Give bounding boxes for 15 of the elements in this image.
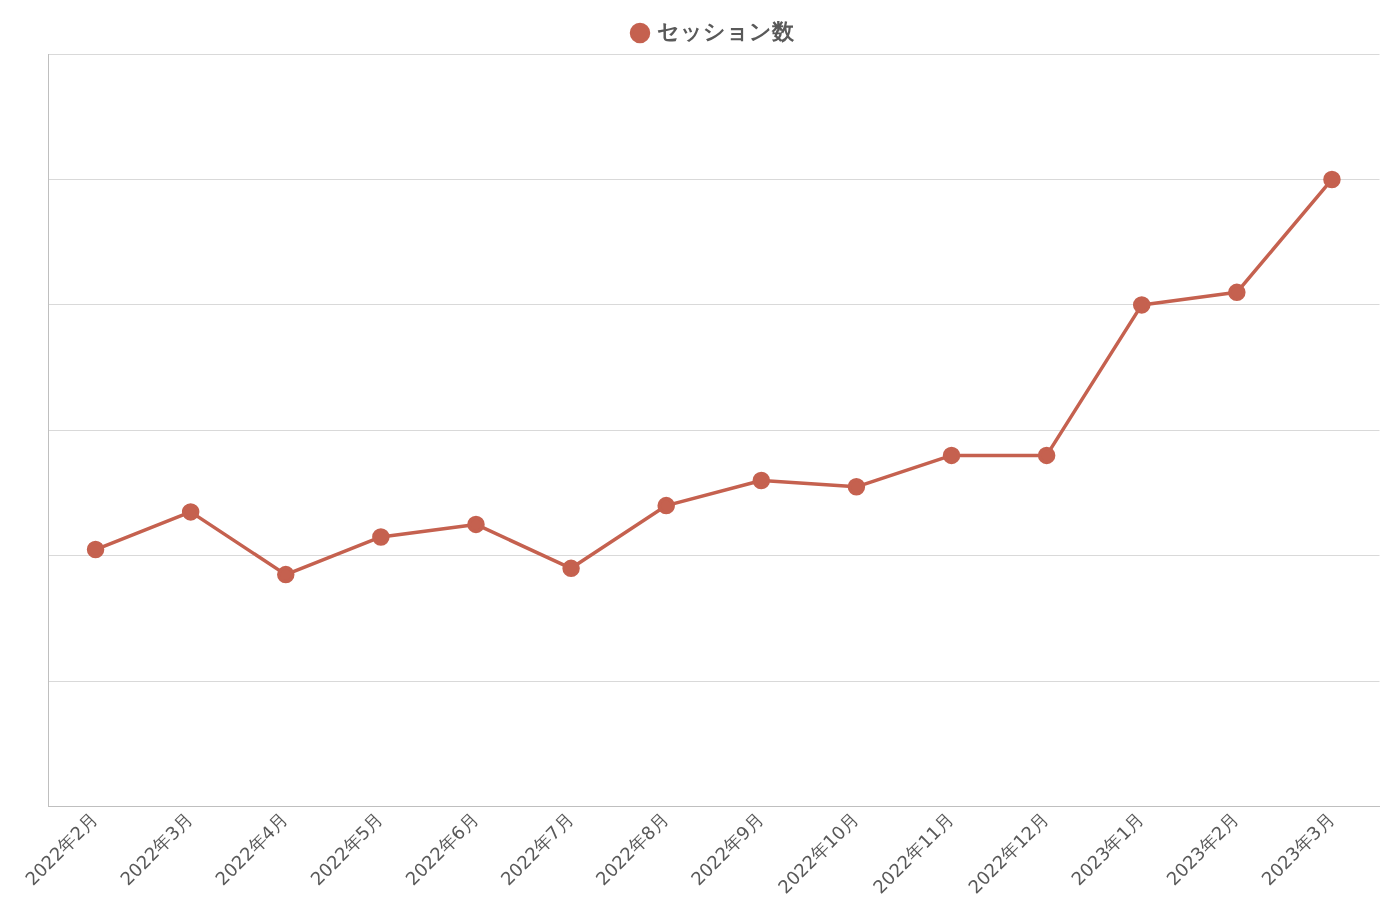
- point: [467, 515, 485, 534]
- point: [847, 478, 866, 496]
- point: [277, 565, 295, 584]
- point: [1132, 296, 1151, 314]
- point: [86, 540, 105, 559]
- point: [1323, 170, 1341, 189]
- point: [1228, 283, 1246, 302]
- point: [942, 446, 961, 465]
- point: [752, 471, 771, 490]
- point: [1037, 446, 1056, 465]
- legend-label: セッション数: [657, 18, 795, 44]
- point: [181, 503, 200, 521]
- point: [562, 559, 580, 578]
- point: [657, 496, 675, 515]
- point: [372, 528, 390, 546]
